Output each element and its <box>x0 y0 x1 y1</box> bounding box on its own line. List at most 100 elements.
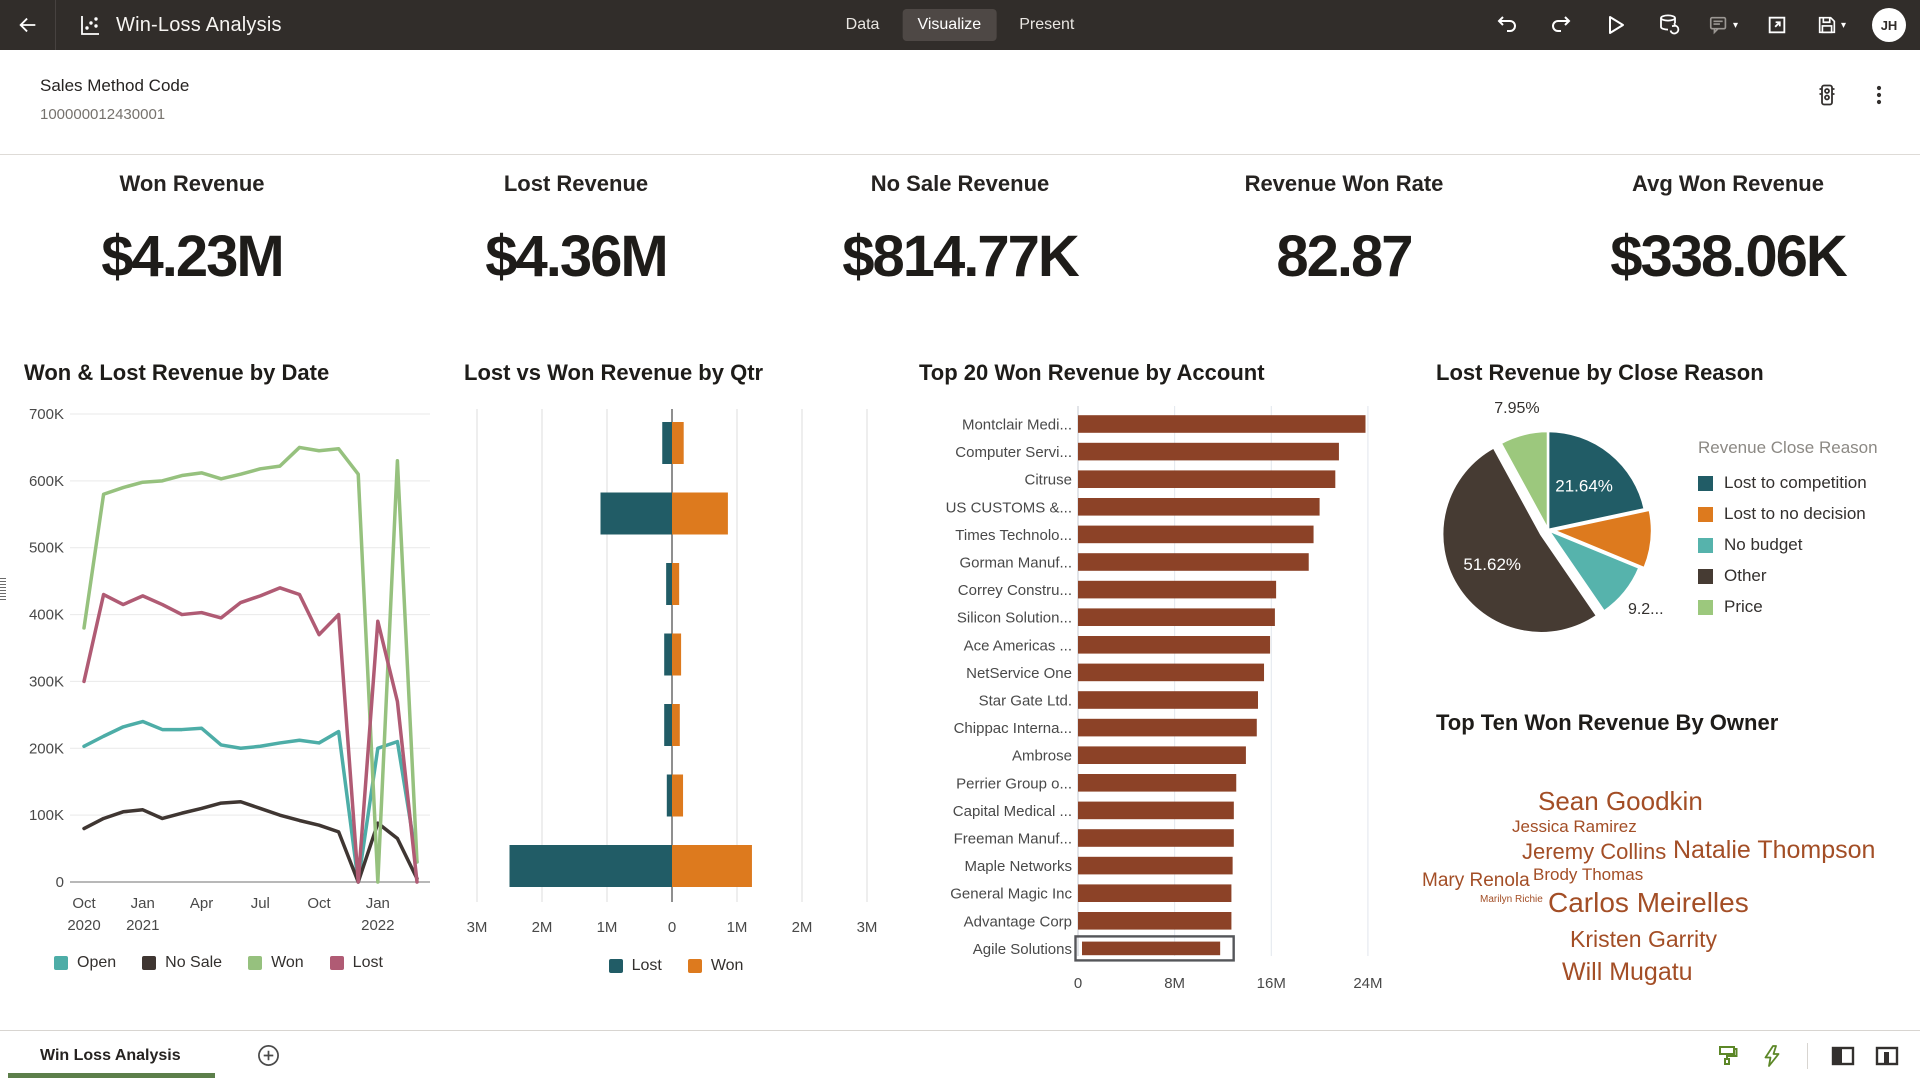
pop-out-button[interactable] <box>1754 5 1800 45</box>
account-bar <box>1078 746 1246 764</box>
pie-chart-plot[interactable]: 21.64% 9.2... 51.62% 7.95% <box>1430 394 1698 654</box>
pie-slice-lost-to-competition <box>1546 429 1647 532</box>
tab-present[interactable]: Present <box>1019 16 1075 33</box>
legend-item[interactable]: Price <box>1698 597 1878 617</box>
kpi-row: Won Revenue $4.23M Lost Revenue $4.36M No Sa… <box>0 155 1920 330</box>
legend-swatch <box>1698 506 1713 522</box>
plus-circle-icon <box>257 1045 279 1066</box>
legend-item[interactable]: Lost to competition <box>1698 473 1878 493</box>
undo-button[interactable] <box>1484 5 1530 45</box>
canvas-bar: Win Loss Analysis <box>0 1030 1920 1080</box>
account-bar <box>1078 470 1336 488</box>
annotate-button[interactable]: ▾ <box>1700 5 1746 45</box>
line-chart-plot[interactable]: 0 100K 200K 300K 400K 500K 600K 700K Oct 2020 Jan 2… <box>20 394 452 944</box>
cloud-word[interactable]: Will Mugatu <box>1562 958 1693 986</box>
cloud-word[interactable]: Natalie Thompson <box>1673 836 1876 864</box>
resize-grip[interactable] <box>0 578 6 600</box>
svg-text:Star Gate Ltd.: Star Gate Ltd. <box>979 693 1072 710</box>
kpi-tile[interactable]: Avg Won Revenue $338.06K <box>1536 155 1920 330</box>
kpi-label: Avg Won Revenue <box>1632 171 1824 196</box>
cloud-word[interactable]: Mary Renola <box>1422 870 1530 891</box>
legend-item[interactable]: Won <box>248 954 304 972</box>
account-bar <box>1078 801 1234 820</box>
svg-text:Agile Solutions: Agile Solutions <box>973 941 1072 958</box>
canvas-tab[interactable]: Win Loss Analysis <box>0 1031 223 1081</box>
pie-legend: Revenue Close Reason Lost to competition… <box>1698 438 1878 628</box>
account-bar <box>1078 636 1271 654</box>
scatter-chart-icon <box>78 13 102 37</box>
legend-swatch <box>54 956 68 970</box>
legend-item[interactable]: Won <box>687 957 743 975</box>
svg-text:3M: 3M <box>467 919 488 936</box>
legend-label: No budget <box>1724 535 1803 554</box>
add-canvas-button[interactable] <box>257 1044 280 1067</box>
lost-bar <box>666 563 672 605</box>
save-button[interactable]: ▾ <box>1808 5 1854 45</box>
pie-slice-lost-to-no-decision <box>1551 508 1654 570</box>
tab-data[interactable]: Data <box>845 16 880 33</box>
filter-name[interactable]: Sales Method Code <box>40 76 190 95</box>
kpi-tile[interactable]: Won Revenue $4.23M <box>0 155 384 330</box>
svg-text:51.62%: 51.62% <box>1463 555 1521 574</box>
legend-item[interactable]: Lost to no decision <box>1698 504 1878 524</box>
top20-bar-plot[interactable]: 0 8M 16M 24M Montclair Medi... Computer Servi… <box>915 394 1412 1011</box>
cloud-word[interactable]: Jeremy Collins <box>1522 839 1667 864</box>
chart-title: Won & Lost Revenue by Date <box>24 360 330 385</box>
diverging-bar-plot[interactable]: 3M 2M 1M 0 1M 2M 3M <box>460 394 892 947</box>
database-refresh-icon <box>1660 14 1680 35</box>
refresh-data-button[interactable] <box>1646 5 1692 45</box>
cloud-word[interactable]: Jessica Ramirez <box>1512 817 1637 836</box>
cloud-word[interactable]: Kristen Garrity <box>1570 926 1717 952</box>
kpi-tile[interactable]: No Sale Revenue $814.77K <box>768 155 1152 330</box>
limit-values-button[interactable] <box>1810 78 1844 112</box>
legend-item[interactable]: Lost <box>608 957 662 975</box>
legend-item[interactable]: Open <box>54 954 116 972</box>
traffic-light-icon <box>1819 84 1835 106</box>
account-bar <box>1078 663 1265 682</box>
legend-label: Lost <box>631 957 662 974</box>
cloud-word[interactable]: Brody Thomas <box>1533 865 1644 884</box>
kpi-value: $4.23M <box>101 224 284 289</box>
account-bar <box>1078 415 1366 433</box>
redo-button[interactable] <box>1538 5 1584 45</box>
legend-item[interactable]: Other <box>1698 566 1878 586</box>
legend-item[interactable]: No Sale <box>142 954 222 972</box>
legend-swatch <box>1698 475 1713 491</box>
back-button[interactable] <box>0 0 56 50</box>
kpi-value: $814.77K <box>842 224 1080 289</box>
legend-item[interactable]: No budget <box>1698 535 1878 555</box>
cloud-word[interactable]: Marilyn Richie <box>1480 894 1543 905</box>
cloud-word[interactable]: Sean Goodkin <box>1538 786 1703 816</box>
canvas-style-button[interactable] <box>1713 1041 1743 1071</box>
filter-value[interactable]: 100000012430001 <box>40 106 166 123</box>
svg-text:0: 0 <box>668 919 676 936</box>
svg-text:16M: 16M <box>1257 975 1286 992</box>
kpi-tile[interactable]: Revenue Won Rate 82.87 <box>1152 155 1536 330</box>
preview-button[interactable] <box>1592 5 1638 45</box>
auto-insights-button[interactable] <box>1757 1041 1787 1071</box>
pie-slice-no-budget <box>1546 528 1641 613</box>
account-bar <box>1078 525 1314 544</box>
avatar[interactable]: JH <box>1872 8 1906 42</box>
account-bar <box>1078 498 1320 516</box>
lightning-icon <box>1764 1045 1780 1067</box>
chart-top10-won-by-owner: Top Ten Won Revenue By Owner Sean Goodki… <box>1422 690 1920 1030</box>
legend-swatch <box>687 959 702 973</box>
tab-visualize[interactable]: Visualize <box>902 9 997 41</box>
cloud-word[interactable]: Carlos Meirelles <box>1548 887 1749 918</box>
more-options-button[interactable] <box>1862 78 1896 112</box>
kpi-tile[interactable]: Lost Revenue $4.36M <box>384 155 768 330</box>
legend-label: Lost to competition <box>1724 473 1867 492</box>
toolbar-icons: ▾ ▾ JH <box>1484 0 1920 50</box>
workbook-title: Win-Loss Analysis <box>116 13 282 36</box>
legend-swatch <box>1698 537 1713 553</box>
legend-label: Lost to no decision <box>1724 504 1866 523</box>
account-bar <box>1078 691 1258 709</box>
word-cloud-plot: Sean Goodkin Jessica Ramirez Jeremy Collin… <box>1422 744 1920 1004</box>
legend-item[interactable]: Lost <box>329 954 383 972</box>
toggle-right-panel-button[interactable] <box>1872 1041 1902 1071</box>
lost-bar <box>600 492 672 535</box>
won-bar <box>672 845 752 887</box>
toggle-left-panel-button[interactable] <box>1828 1041 1858 1071</box>
back-arrow-icon <box>18 17 35 33</box>
